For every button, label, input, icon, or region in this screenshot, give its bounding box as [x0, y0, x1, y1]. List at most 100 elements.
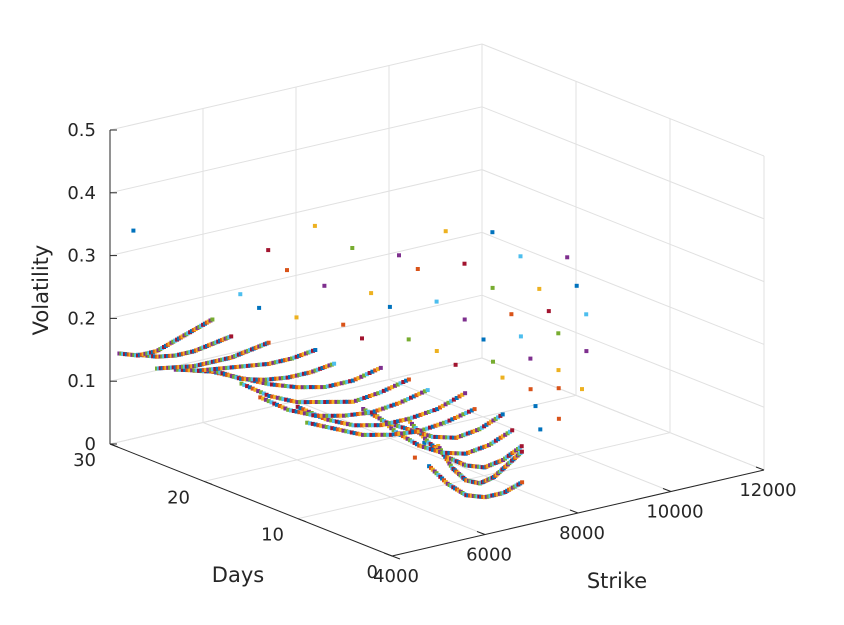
point-s10-3-5: [274, 376, 278, 381]
point-s11-5-7: [306, 350, 311, 355]
point-s9-2-8: [289, 384, 294, 389]
point-s9-4-8: [345, 379, 350, 384]
grid-line-x-floor-1: [202, 422, 486, 535]
z-tick-label-2: 0.2: [67, 308, 96, 329]
point-s7-4-6: [386, 404, 391, 409]
point-s5-1-7: [352, 431, 357, 436]
point-s10-0-8: [211, 369, 216, 374]
z-tick-label-4: 0.4: [67, 183, 96, 204]
point-s8-5-4: [390, 385, 395, 390]
point-s10-sparse-3: [443, 229, 448, 234]
point-s9-5-7: [370, 369, 375, 374]
point-s9-4-4: [334, 382, 339, 387]
point-s5-2-8: [383, 432, 388, 437]
point-s4-4-7: [470, 429, 475, 434]
point-s6-5-3: [443, 402, 448, 407]
point-s9-1-8: [261, 381, 266, 385]
point-s14-sparse-1: [266, 248, 271, 253]
point-s6-1-8: [345, 422, 350, 427]
point-s9-2-1: [270, 382, 274, 387]
point-s7-2-2: [319, 413, 324, 418]
point-s7-3-5: [355, 412, 360, 416]
point-s4-4-5: [465, 431, 470, 436]
point-s11-0-7: [190, 368, 195, 373]
point-s3-3-4: [449, 451, 454, 456]
point-s3-2-0: [417, 443, 422, 448]
point-s5-2-0: [361, 432, 365, 437]
point-s8-0-8: [261, 391, 266, 396]
point-s10-5-5: [320, 366, 325, 370]
point-s11-4-5: [278, 359, 283, 364]
point-s4-0-9: [382, 419, 387, 424]
point-s10-2-7: [255, 377, 260, 382]
point-s3-sparse-1: [556, 386, 561, 391]
point-s5-1-5: [347, 429, 352, 434]
point-s8-1-5: [281, 397, 286, 402]
point-s3-5-5: [498, 435, 503, 440]
point-s10-3-2: [267, 377, 271, 382]
point-s11-0-1: [176, 367, 181, 372]
point-s5-3-8: [411, 430, 416, 435]
point-s11-3-7: [259, 362, 264, 367]
point-s8-4-3: [359, 396, 364, 401]
point-s8-1-3: [275, 395, 280, 400]
point-s8-3-5: [337, 399, 342, 404]
point-s9-3-3: [303, 385, 308, 390]
point-s7-4-9: [395, 401, 399, 406]
point-s5-4-8: [439, 421, 444, 426]
point-s9-4-2: [328, 383, 333, 388]
point-s8-2-8: [317, 400, 322, 404]
point-s4-3-2: [435, 435, 440, 439]
point-s7-5-8: [420, 390, 425, 395]
point-s6-sparse-1: [518, 334, 523, 339]
point-s5-5-3: [453, 416, 458, 420]
point-s11-sparse-2: [397, 253, 401, 258]
point-s9-5-5: [364, 372, 369, 377]
point-s5-3-6: [405, 430, 410, 435]
point-s8-0-5: [253, 387, 258, 392]
point-s3-5-1: [489, 441, 494, 446]
point-s5-0-1: [308, 421, 312, 426]
x-tick-label-0: 4000: [373, 566, 419, 587]
point-s4-3-6: [444, 435, 449, 440]
point-s8-2-5: [309, 400, 314, 404]
point-s7-1-8: [308, 412, 313, 417]
point-s5-5-5: [458, 413, 463, 418]
point-s6-3-2: [385, 421, 389, 426]
point-s4-2-8: [426, 433, 431, 438]
point-s2-sparse-0: [538, 427, 543, 432]
point-s5-3-0: [388, 432, 393, 437]
point-s11-3-5: [255, 363, 260, 367]
point-s5-5-9: [469, 408, 474, 413]
point-s7-0-2: [263, 397, 268, 402]
point-s11-2-1: [222, 366, 227, 371]
y-tick-mark-0: [391, 555, 401, 560]
point-s6-3-7: [398, 418, 403, 423]
point-s9-3-4: [306, 385, 311, 390]
point-s11-1-2: [201, 368, 206, 373]
point-s5-0-9: [330, 426, 335, 431]
point-s3-4-9: [484, 444, 489, 448]
point-s11-0-2: [178, 367, 183, 372]
point-s6-3-1: [382, 422, 387, 427]
point-s11-3-9: [264, 362, 269, 367]
point-s7-sparse-4: [565, 255, 570, 260]
point-s11-2-8: [238, 364, 243, 369]
point-s0-end: [520, 480, 525, 485]
point-s6-4-8: [429, 409, 434, 413]
point-s10-2-5: [250, 377, 255, 382]
point-s7-sparse-2: [509, 312, 514, 317]
point-s10-3-6: [276, 376, 281, 381]
point-s6-2-5: [365, 423, 370, 428]
point-s4-0-6: [375, 415, 380, 420]
point-s6-1-3: [332, 419, 336, 423]
point-s5-0-7: [324, 425, 329, 429]
x-tick-mark-1: [476, 531, 486, 535]
point-s9-4-5: [336, 381, 341, 386]
point-s6-4-0: [407, 416, 412, 421]
point-s11-4-4: [276, 359, 281, 364]
point-s11-2-7: [236, 364, 241, 369]
point-s9-5-4: [362, 373, 367, 378]
point-s5-sparse-0: [500, 375, 505, 380]
point-s11-3-6: [257, 362, 262, 367]
